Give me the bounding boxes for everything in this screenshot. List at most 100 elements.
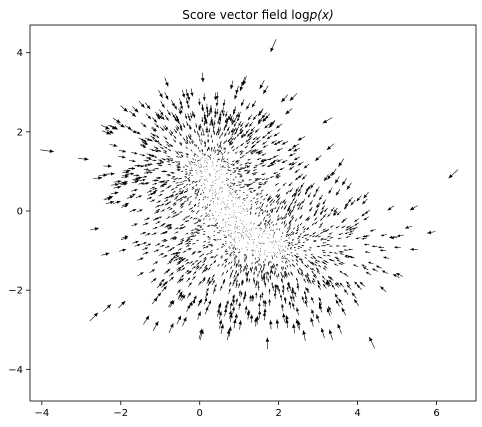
- quiver-arrow: [217, 126, 220, 131]
- quiver-arrow: [239, 187, 242, 188]
- quiver-arrow: [179, 258, 184, 262]
- quiver-arrow: [362, 198, 368, 205]
- quiver-arrow: [202, 244, 206, 247]
- quiver-arrow: [221, 191, 223, 193]
- quiver-arrow: [353, 299, 359, 306]
- quiver-arrow: [241, 134, 245, 139]
- quiver-arrow: [253, 279, 256, 285]
- quiver-arrow: [392, 273, 400, 278]
- quiver-arrow: [180, 202, 184, 206]
- quiver-arrow: [221, 182, 223, 183]
- quiver-arrow: [250, 230, 252, 231]
- quiver-arrow: [313, 191, 317, 198]
- quiver-arrow: [320, 231, 324, 234]
- quiver-arrow: [214, 108, 217, 115]
- quiver-arrow: [261, 164, 266, 167]
- quiver-arrow: [177, 170, 181, 172]
- quiver-arrow: [197, 146, 200, 150]
- quiver-arrow: [314, 235, 318, 238]
- quiver-arrow: [326, 308, 331, 317]
- quiver-arrow: [341, 225, 346, 229]
- quiver-arrows: [40, 39, 459, 350]
- quiver-arrow: [211, 185, 212, 187]
- quiver-arrow: [344, 232, 350, 235]
- quiver-arrow: [210, 199, 212, 202]
- quiver-arrow: [216, 149, 218, 152]
- quiver-arrow: [229, 281, 232, 287]
- quiver-arrow: [229, 169, 232, 171]
- quiver-arrow: [316, 234, 320, 237]
- quiver-arrow: [189, 172, 191, 174]
- quiver-arrow: [164, 196, 169, 200]
- quiver-arrow: [269, 223, 271, 226]
- quiver-arrow: [338, 298, 343, 306]
- quiver-arrow: [364, 243, 370, 246]
- quiver-arrow: [158, 253, 164, 256]
- quiver-arrow: [209, 190, 210, 192]
- quiver-arrow: [226, 158, 229, 160]
- quiver-arrow: [194, 181, 197, 184]
- quiver-arrow: [240, 143, 244, 147]
- quiver-arrow: [236, 198, 238, 200]
- quiver-arrow: [261, 134, 267, 139]
- quiver-arrow: [283, 255, 286, 257]
- quiver-arrow: [247, 249, 248, 250]
- quiver-arrow: [205, 128, 207, 133]
- quiver-arrow: [248, 149, 253, 152]
- quiver-arrow: [266, 224, 268, 226]
- quiver-arrow: [281, 267, 283, 271]
- quiver-arrow: [288, 237, 291, 239]
- quiver-arrow: [324, 207, 328, 213]
- quiver-arrow: [155, 292, 162, 299]
- quiver-arrow: [260, 243, 262, 244]
- quiver-arrow: [164, 202, 169, 206]
- quiver-arrow: [296, 232, 299, 235]
- quiver-arrow: [250, 126, 255, 132]
- quiver-arrow: [206, 207, 208, 209]
- quiver-arrow: [289, 188, 293, 193]
- quiver-arrow: [163, 136, 168, 140]
- quiver-arrow: [191, 170, 193, 171]
- quiver-arrow: [235, 203, 236, 205]
- quiver-arrow: [291, 245, 294, 246]
- quiver-arrow: [266, 135, 273, 140]
- quiver-arrow: [263, 260, 265, 263]
- quiver-arrow: [216, 108, 219, 115]
- quiver-arrow: [249, 236, 251, 238]
- quiver-arrow: [292, 302, 295, 310]
- quiver-arrow: [198, 220, 202, 223]
- quiver-arrow: [171, 161, 175, 164]
- quiver-arrow: [255, 315, 260, 325]
- quiver-arrow: [239, 233, 241, 234]
- quiver-arrow: [247, 242, 249, 243]
- quiver-arrow: [356, 284, 362, 290]
- quiver-arrow: [228, 190, 230, 192]
- quiver-arrow: [209, 121, 212, 126]
- quiver-arrow: [227, 206, 229, 207]
- quiver-arrow: [226, 116, 229, 122]
- quiver-arrow: [178, 151, 181, 154]
- chart-title-text: Score vector field log: [182, 8, 309, 22]
- quiver-arrow: [250, 183, 253, 185]
- quiver-arrow: [225, 258, 228, 261]
- quiver-arrow: [156, 149, 162, 152]
- quiver-arrow: [198, 165, 199, 167]
- quiver-arrow: [179, 125, 183, 131]
- quiver-arrow: [239, 196, 241, 198]
- quiver-arrow: [185, 146, 188, 149]
- quiver-arrow: [246, 208, 248, 210]
- quiver-arrow: [265, 193, 269, 197]
- quiver-arrow: [205, 196, 207, 198]
- quiver-arrow: [228, 130, 231, 135]
- quiver-arrow: [173, 254, 179, 257]
- quiver-arrow: [321, 245, 325, 247]
- quiver-arrow: [178, 190, 182, 193]
- quiver-arrow: [245, 122, 250, 128]
- quiver-arrow: [273, 233, 275, 235]
- quiver-arrow: [258, 224, 260, 227]
- quiver-arrow: [246, 277, 248, 282]
- quiver-arrow: [253, 222, 255, 225]
- quiver-arrow: [280, 216, 283, 220]
- quiver-arrow: [222, 197, 224, 199]
- quiver-arrow: [225, 139, 228, 143]
